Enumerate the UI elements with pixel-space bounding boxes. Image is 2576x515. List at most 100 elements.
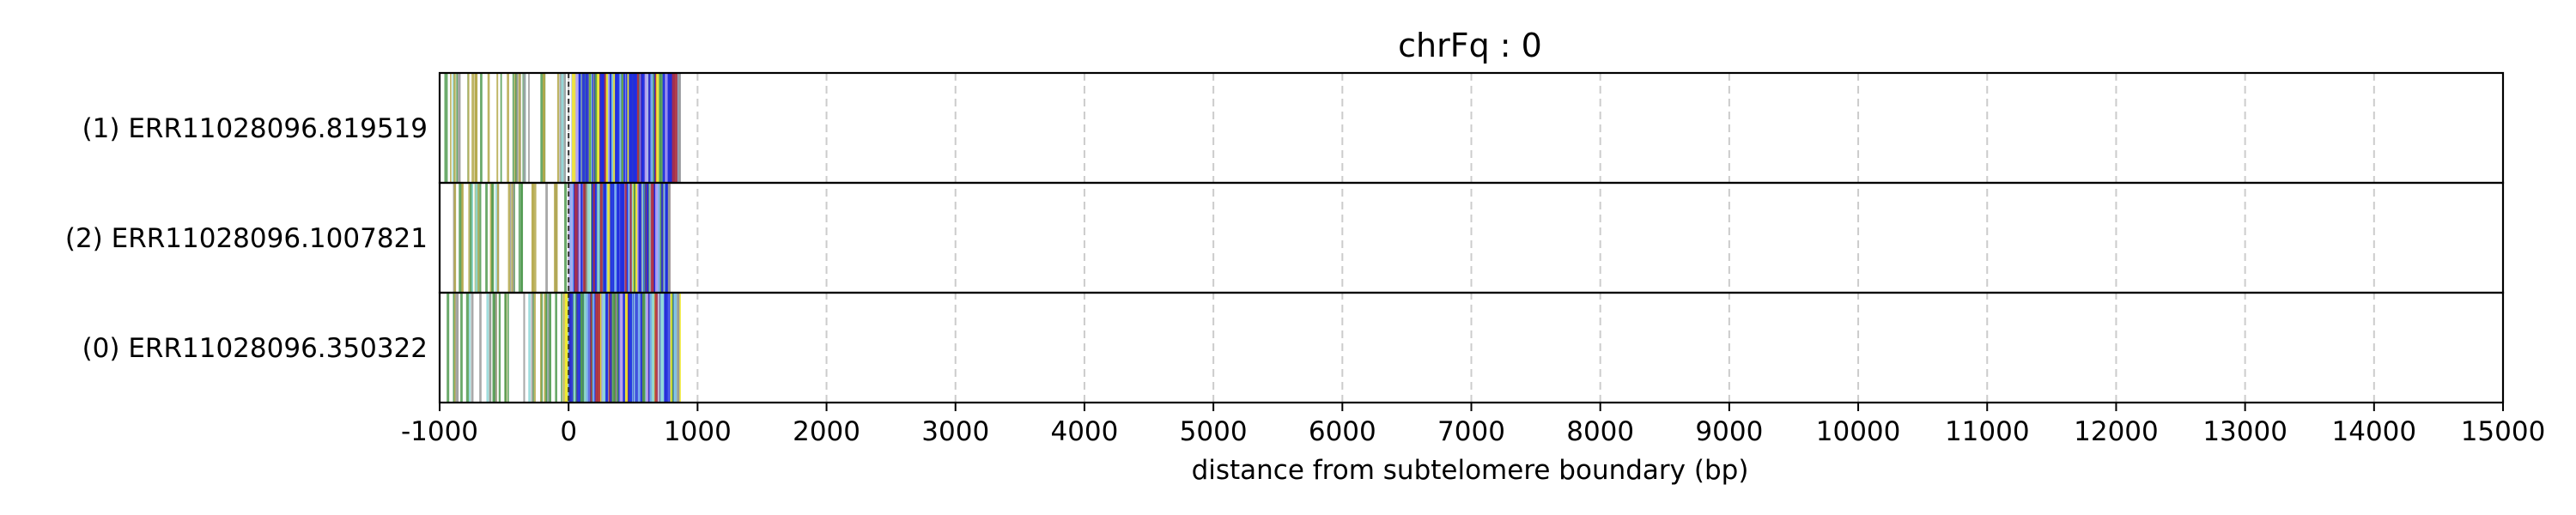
x-tick: 12000 [2074, 403, 2159, 447]
feature-mark [592, 293, 595, 403]
x-tick: 2000 [793, 403, 860, 447]
feature-mark [621, 73, 623, 183]
feature-mark [465, 293, 469, 403]
feature-mark [458, 73, 460, 183]
feature-mark [609, 73, 612, 183]
feature-mark [597, 183, 599, 293]
feature-mark [584, 293, 586, 403]
feature-mark [629, 183, 632, 293]
x-tick-label: 5000 [1180, 416, 1248, 447]
feature-mark [659, 183, 662, 293]
feature-mark [528, 73, 530, 183]
feature-mark [533, 293, 536, 403]
x-tick: 8000 [1566, 403, 1634, 447]
feature-mark [662, 73, 666, 183]
feature-mark [578, 73, 581, 183]
x-tick: 10000 [1816, 403, 1901, 447]
feature-mark [608, 293, 612, 403]
x-tick: 15000 [2461, 403, 2545, 447]
grid-lines [568, 73, 2375, 403]
feature-mark [641, 293, 646, 403]
feature-mark [518, 183, 520, 293]
feature-mark [574, 73, 578, 183]
feature-mark [665, 183, 668, 293]
feature-mark [634, 73, 637, 183]
feature-mark [663, 183, 665, 293]
feature-mark [660, 293, 664, 403]
x-tick: 4000 [1050, 403, 1118, 447]
feature-mark [489, 183, 493, 293]
x-tick-label: 2000 [793, 416, 860, 447]
feature-mark [562, 293, 565, 403]
feature-mark [540, 293, 542, 403]
feature-mark [585, 73, 589, 183]
feature-mark [485, 183, 488, 293]
feature-mark [629, 73, 634, 183]
feature-mark [656, 293, 659, 403]
feature-mark [672, 293, 675, 403]
feature-mark [664, 293, 666, 403]
feature-mark [596, 73, 600, 183]
feature-mark [555, 293, 557, 403]
feature-mark [638, 183, 642, 293]
feature-mark [665, 183, 670, 293]
feature-mark [623, 293, 625, 403]
x-tick: 5000 [1180, 403, 1248, 447]
feature-mark [665, 73, 667, 183]
feature-mark [532, 293, 534, 403]
x-tick: 13000 [2202, 403, 2287, 447]
feature-mark [559, 73, 562, 183]
feature-mark [671, 73, 675, 183]
x-tick: 11000 [1945, 403, 2030, 447]
feature-mark [450, 73, 452, 183]
feature-mark [550, 293, 552, 403]
feature-mark [542, 73, 546, 183]
read-end-mark [677, 293, 680, 403]
feature-mark [453, 73, 456, 183]
feature-mark [578, 183, 581, 293]
feature-mark [593, 73, 596, 183]
feature-mark [641, 73, 644, 183]
feature-mark [459, 183, 462, 293]
x-tick-label: 0 [560, 416, 577, 447]
feature-mark [531, 183, 534, 293]
feature-mark [594, 73, 598, 183]
feature-mark [511, 183, 513, 293]
feature-mark [479, 293, 482, 403]
feature-mark [612, 293, 616, 403]
feature-mark [595, 183, 598, 293]
x-tick: 7000 [1437, 403, 1505, 447]
feature-mark [447, 293, 450, 403]
feature-mark [496, 73, 499, 183]
feature-mark [507, 293, 509, 403]
feature-mark [574, 183, 578, 293]
feature-mark [572, 73, 575, 183]
feature-mark [674, 73, 678, 183]
feature-mark [468, 183, 471, 293]
feature-mark [659, 73, 664, 183]
feature-mark [616, 73, 620, 183]
feature-mark [599, 73, 603, 183]
feature-mark [632, 183, 635, 293]
feature-mark [474, 73, 477, 183]
feature-mark [556, 183, 558, 293]
feature-mark [635, 183, 638, 293]
feature-mark [523, 73, 526, 183]
feature-mark [653, 293, 658, 403]
x-axis: -1000 0 1000 2000 3000 4000 5000 6000 7000 8000 90… [401, 403, 2545, 447]
feature-mark [625, 73, 628, 183]
feature-mark [523, 293, 526, 403]
feature-mark [605, 183, 609, 293]
feature-mark [498, 293, 501, 403]
feature-mark [597, 293, 601, 403]
read-label: (1) ERR11028096.819519 [82, 113, 428, 144]
feature-mark [489, 293, 492, 403]
feature-mark [475, 183, 478, 293]
feature-mark [636, 73, 640, 183]
feature-mark [599, 183, 603, 293]
feature-mark [592, 183, 595, 293]
x-tick-label: 10000 [1816, 416, 1901, 447]
feature-mark [675, 293, 677, 403]
feature-mark [656, 183, 660, 293]
feature-mark [617, 183, 620, 293]
